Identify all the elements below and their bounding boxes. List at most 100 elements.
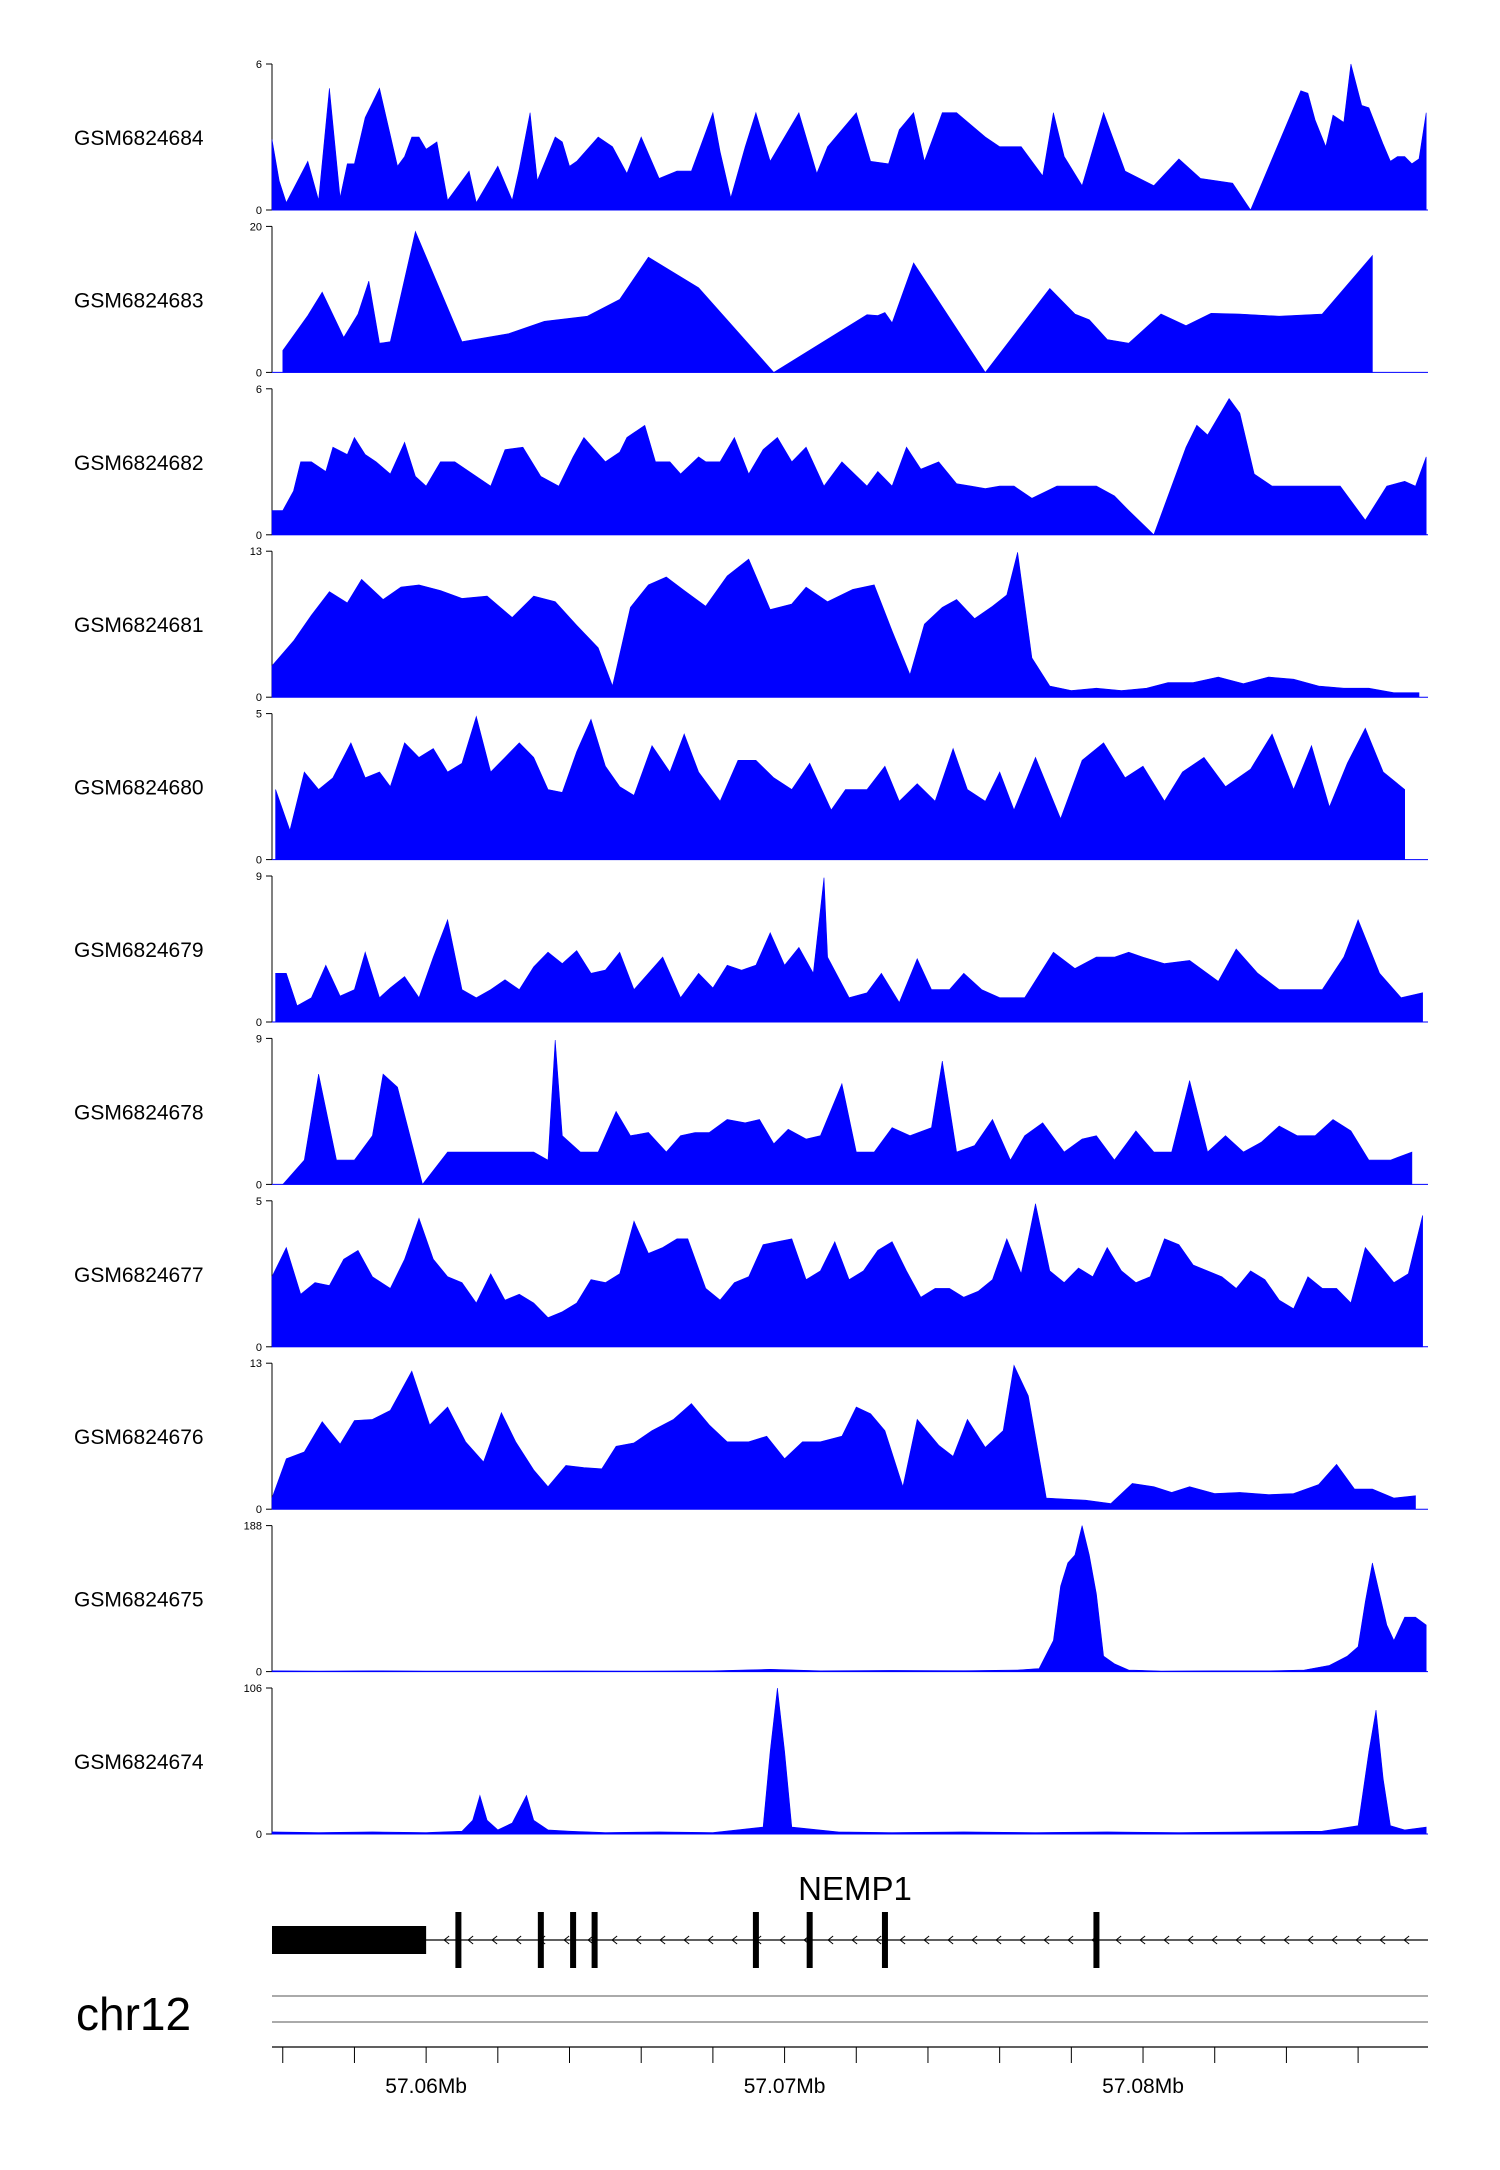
track-label: GSM6824677 — [74, 1264, 204, 1287]
strand-arrow — [611, 1935, 618, 1945]
strand-arrow — [875, 1935, 882, 1945]
strand-arrow — [467, 1935, 474, 1945]
y-max-label: 5 — [256, 1196, 262, 1208]
signal-area — [271, 397, 1427, 536]
genome-axis-label: 57.06Mb — [385, 2075, 467, 2098]
y-max-label: 13 — [250, 546, 262, 558]
track-GSM6824681: GSM6824681 13 0 — [74, 546, 1428, 704]
track-label: GSM6824683 — [74, 289, 204, 312]
strand-arrow — [1235, 1935, 1242, 1945]
strand-arrow — [1211, 1935, 1218, 1945]
y-min-label: 0 — [256, 367, 262, 379]
gene-exon — [455, 1912, 462, 1968]
y-min-label: 0 — [256, 692, 262, 704]
gene-exon — [537, 1912, 544, 1968]
gene-track: NEMP1 — [272, 1870, 1428, 1968]
track-label: GSM6824676 — [74, 1426, 204, 1449]
y-min-label: 0 — [256, 1017, 262, 1029]
track-label: GSM6824675 — [74, 1589, 204, 1612]
strand-arrow — [1355, 1935, 1362, 1945]
strand-arrow — [899, 1935, 906, 1945]
gene-exon — [881, 1912, 888, 1968]
chromosome-track: chr12 — [76, 1988, 1428, 2040]
chromosome-label: chr12 — [76, 1988, 191, 2040]
track-label: GSM6824684 — [74, 127, 204, 150]
gene-exon — [752, 1912, 759, 1968]
track-GSM6824683: GSM6824683 20 0 — [74, 221, 1428, 379]
strand-arrow — [1403, 1935, 1410, 1945]
strand-arrow — [947, 1935, 954, 1945]
strand-arrow — [1019, 1935, 1026, 1945]
gene-label: NEMP1 — [798, 1870, 912, 1907]
signal-area — [271, 1525, 1427, 1672]
signal-area — [271, 1687, 1427, 1835]
gene-exon — [591, 1912, 598, 1968]
y-min-label: 0 — [256, 1667, 262, 1679]
gene-exon — [1093, 1912, 1100, 1968]
signal-area — [271, 552, 1420, 698]
strand-arrow — [1163, 1935, 1170, 1945]
strand-arrow — [1379, 1935, 1386, 1945]
signal-tracks: GSM682468460GSM6824683200GSM682468260GSM… — [74, 59, 1428, 1841]
strand-arrow — [587, 1935, 594, 1945]
signal-area — [271, 1203, 1423, 1348]
y-max-label: 9 — [256, 871, 262, 883]
strand-arrow — [851, 1935, 858, 1945]
gene-exon — [806, 1912, 813, 1968]
strand-arrow — [1307, 1935, 1314, 1945]
track-label: GSM6824679 — [74, 939, 204, 962]
strand-arrow — [1139, 1935, 1146, 1945]
track-GSM6824676: GSM6824676 13 0 — [74, 1358, 1428, 1516]
strand-arrow — [1283, 1935, 1290, 1945]
strand-arrow — [1331, 1935, 1338, 1945]
track-label: GSM6824680 — [74, 777, 204, 800]
track-GSM6824679: GSM6824679 9 0 — [74, 871, 1428, 1029]
track-GSM6824677: GSM6824677 5 0 — [74, 1196, 1428, 1354]
signal-area — [271, 63, 1427, 211]
y-min-label: 0 — [256, 1342, 262, 1354]
strand-arrow — [635, 1935, 642, 1945]
signal-area — [275, 877, 1423, 1023]
strand-arrow — [731, 1935, 738, 1945]
signal-area — [275, 715, 1405, 860]
y-min-label: 0 — [256, 1504, 262, 1516]
genome-axis-label: 57.08Mb — [1102, 2075, 1184, 2098]
track-GSM6824678: GSM6824678 9 0 — [74, 1033, 1428, 1191]
track-GSM6824682: GSM6824682 6 0 — [74, 384, 1428, 542]
strand-arrow — [515, 1935, 522, 1945]
y-max-label: 106 — [244, 1683, 262, 1695]
track-GSM6824675: GSM6824675 188 0 — [74, 1521, 1428, 1679]
y-min-label: 0 — [256, 530, 262, 542]
y-max-label: 5 — [256, 709, 262, 721]
track-label: GSM6824681 — [74, 614, 204, 637]
y-min-label: 0 — [256, 1829, 262, 1841]
strand-arrow — [563, 1935, 570, 1945]
y-max-label: 6 — [256, 59, 262, 71]
signal-area — [271, 1364, 1416, 1510]
genome-axis: 57.06Mb 57.07Mb 57.08Mb — [272, 2046, 1428, 2098]
track-GSM6824684: GSM6824684 6 0 — [74, 59, 1428, 217]
strand-arrow — [923, 1935, 930, 1945]
gene-utr-block — [272, 1926, 427, 1954]
y-min-label: 0 — [256, 855, 262, 867]
track-GSM6824674: GSM6824674 106 0 — [74, 1683, 1428, 1841]
strand-arrow — [1187, 1935, 1194, 1945]
strand-arrow — [1067, 1935, 1074, 1945]
strand-arrow — [971, 1935, 978, 1945]
y-max-label: 13 — [250, 1358, 262, 1370]
track-label: GSM6824682 — [74, 452, 204, 475]
track-label: GSM6824678 — [74, 1101, 204, 1124]
y-max-label: 6 — [256, 384, 262, 396]
strand-arrow — [683, 1935, 690, 1945]
track-label: GSM6824674 — [74, 1751, 204, 1774]
y-min-label: 0 — [256, 205, 262, 217]
strand-arrow — [1115, 1935, 1122, 1945]
y-max-label: 20 — [250, 221, 262, 233]
genome-axis-label: 57.07Mb — [744, 2075, 826, 2098]
y-max-label: 9 — [256, 1033, 262, 1045]
signal-area — [282, 230, 1373, 373]
track-GSM6824680: GSM6824680 5 0 — [74, 709, 1428, 867]
strand-arrow — [659, 1935, 666, 1945]
strand-arrow — [1043, 1935, 1050, 1945]
